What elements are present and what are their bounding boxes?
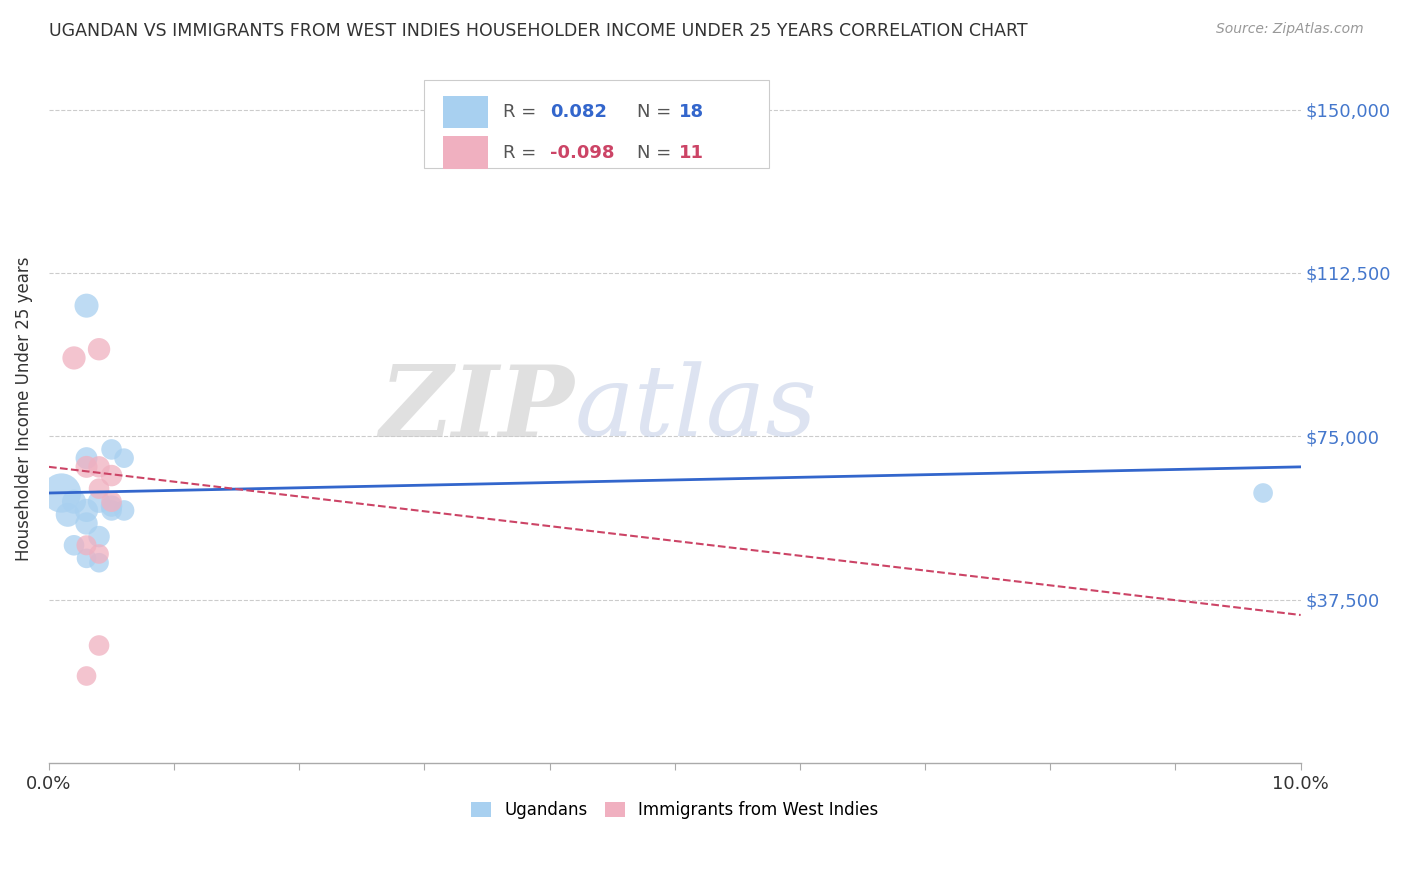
Text: atlas: atlas (575, 361, 817, 457)
Text: N =: N = (637, 103, 672, 121)
Text: UGANDAN VS IMMIGRANTS FROM WEST INDIES HOUSEHOLDER INCOME UNDER 25 YEARS CORRELA: UGANDAN VS IMMIGRANTS FROM WEST INDIES H… (49, 22, 1028, 40)
Text: 0.082: 0.082 (550, 103, 606, 121)
FancyBboxPatch shape (425, 80, 769, 169)
Point (100, 503, 122, 517)
Point (56, 508, 79, 522)
Point (87, 343, 110, 357)
Point (100, 468, 122, 483)
Point (76, 669, 98, 683)
Point (63, 494, 86, 508)
Text: 18: 18 (679, 103, 703, 121)
Point (51, 486, 73, 500)
Point (76, 503, 98, 517)
Point (76, 516, 98, 531)
Text: Source: ZipAtlas.com: Source: ZipAtlas.com (1216, 22, 1364, 37)
Point (63, 538, 86, 552)
Point (63, 351, 86, 365)
Point (87, 639, 110, 653)
Point (1251, 486, 1274, 500)
Y-axis label: Householder Income Under 25 years: Householder Income Under 25 years (15, 257, 32, 561)
Point (87, 482, 110, 496)
Point (87, 459, 110, 474)
Point (76, 299, 98, 313)
Point (87, 547, 110, 561)
Text: N =: N = (637, 144, 672, 161)
Text: R =: R = (503, 103, 537, 121)
Text: ZIP: ZIP (380, 361, 575, 458)
Point (112, 451, 135, 466)
Text: -0.098: -0.098 (550, 144, 614, 161)
FancyBboxPatch shape (443, 95, 488, 128)
Point (76, 459, 98, 474)
Point (100, 494, 122, 508)
Text: 11: 11 (679, 144, 703, 161)
Point (100, 499, 122, 513)
Point (87, 530, 110, 544)
Point (76, 538, 98, 552)
Point (87, 556, 110, 570)
Point (87, 494, 110, 508)
Text: R =: R = (503, 144, 537, 161)
Point (100, 442, 122, 457)
Point (112, 503, 135, 517)
Point (76, 451, 98, 466)
FancyBboxPatch shape (443, 136, 488, 169)
Point (76, 551, 98, 566)
Legend: Ugandans, Immigrants from West Indies: Ugandans, Immigrants from West Indies (465, 794, 884, 826)
